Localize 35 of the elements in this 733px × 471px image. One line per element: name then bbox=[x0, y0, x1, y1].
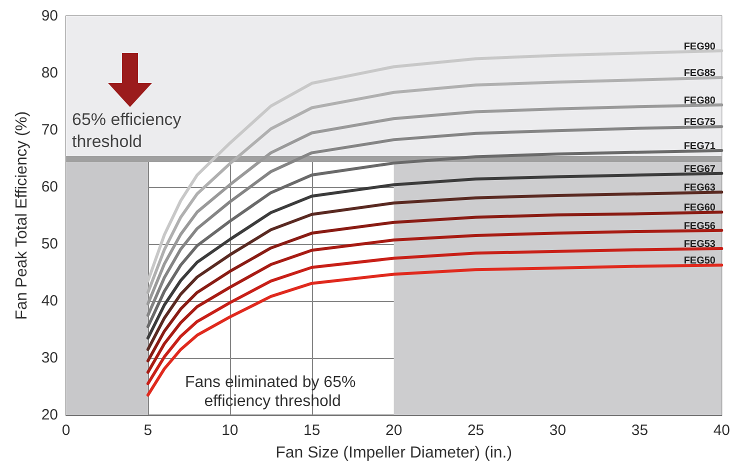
line-series bbox=[146, 228, 724, 374]
y-tick-label: 80 bbox=[41, 64, 58, 82]
x-tick-label: 5 bbox=[144, 422, 152, 439]
x-tick-label: 40 bbox=[713, 422, 730, 439]
x-tick-label: 15 bbox=[304, 422, 320, 439]
x-tick-label: 20 bbox=[385, 422, 402, 439]
ref-line-label: 65% efficiency threshold bbox=[72, 110, 186, 151]
y-tick-label: 90 bbox=[41, 8, 58, 24]
y-tick-label: 50 bbox=[41, 236, 58, 252]
y-axis-title: Fan Peak Total Efficiency (%) bbox=[14, 111, 30, 320]
series-label: FEG60 bbox=[684, 202, 716, 214]
y-tick-label: 40 bbox=[41, 292, 58, 310]
x-tick-label: 10 bbox=[222, 422, 238, 439]
series-label: FEG53 bbox=[684, 239, 716, 250]
y-tick-label: 20 bbox=[41, 406, 58, 424]
x-tick-label: 35 bbox=[631, 422, 648, 439]
x-tick-label: 30 bbox=[549, 422, 566, 439]
series-label: FEG50 bbox=[684, 256, 716, 267]
line-series bbox=[146, 149, 724, 328]
y-tick-label: 60 bbox=[41, 178, 58, 196]
series-label: FEG71 bbox=[684, 141, 716, 152]
series-label: FEG63 bbox=[684, 182, 716, 194]
series-label: FEG80 bbox=[684, 95, 716, 106]
y-tick-label: 30 bbox=[41, 350, 58, 366]
line-series bbox=[146, 190, 724, 351]
series-label: FEG67 bbox=[684, 164, 716, 175]
series-label: FEG85 bbox=[684, 68, 716, 80]
x-tick-label: 0 bbox=[62, 422, 70, 439]
y-tick-label: 70 bbox=[41, 122, 58, 138]
x-axis-title: Fan Size (Impeller Diameter) (in.) bbox=[276, 444, 512, 462]
line-series bbox=[146, 210, 724, 362]
series-label: FEG75 bbox=[684, 117, 716, 128]
x-tick-label: 25 bbox=[467, 422, 484, 439]
series-label: FEG90 bbox=[684, 41, 716, 52]
line-series bbox=[146, 172, 724, 340]
